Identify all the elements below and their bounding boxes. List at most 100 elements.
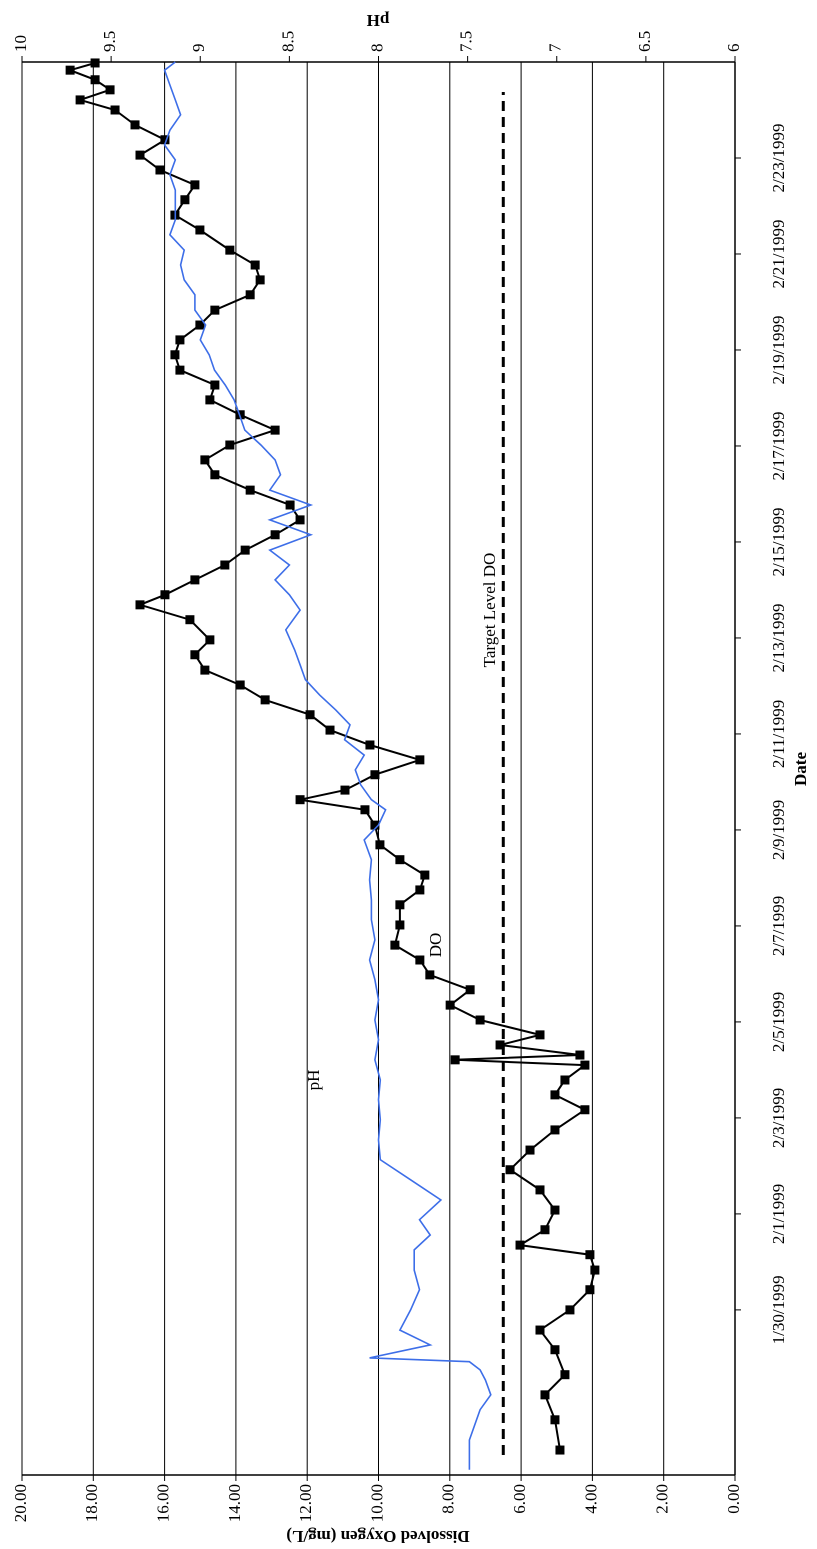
rotated-chart: pH DO Dissolved Oxygen (mg/L) pH Date 0.…	[11, 11, 810, 1546]
marker	[305, 710, 315, 720]
marker	[395, 920, 405, 930]
marker	[210, 470, 220, 480]
marker	[525, 1145, 535, 1155]
marker	[560, 1370, 570, 1380]
marker	[540, 1225, 550, 1235]
marker	[65, 65, 75, 75]
marker	[155, 165, 165, 175]
marker	[395, 900, 405, 910]
marker	[110, 105, 120, 115]
marker	[575, 1050, 585, 1060]
marker	[295, 515, 305, 525]
marker	[205, 395, 215, 405]
y-tick-label: 16.00	[154, 1484, 173, 1522]
y-tick-label: 18.00	[82, 1484, 101, 1522]
y-tick-label: 2.00	[653, 1484, 672, 1514]
marker	[540, 1390, 550, 1400]
x-tick-label: 2/3/1999	[769, 1088, 788, 1148]
marker	[245, 485, 255, 495]
y-tick-label: 4.00	[581, 1484, 600, 1514]
marker	[565, 1305, 575, 1315]
x-tick-label: 2/7/1999	[769, 896, 788, 956]
marker	[135, 600, 145, 610]
marker	[415, 955, 425, 965]
y2-tick-label: 6	[724, 44, 743, 53]
x-tick-label: 2/5/1999	[769, 992, 788, 1052]
x-tick-label: 2/21/1999	[769, 220, 788, 289]
x-tick-label: 2/15/1999	[769, 507, 788, 576]
marker	[205, 635, 215, 645]
marker	[90, 75, 100, 85]
annotation: pH	[304, 1070, 323, 1091]
marker	[260, 695, 270, 705]
marker	[535, 1030, 545, 1040]
series-line	[163, 61, 492, 1470]
marker	[550, 1415, 560, 1425]
marker	[175, 335, 185, 345]
marker	[190, 180, 200, 190]
marker	[535, 1325, 545, 1335]
marker	[195, 320, 205, 330]
marker	[550, 1090, 560, 1100]
marker	[585, 1285, 595, 1295]
y2-tick-label: 9.5	[100, 31, 119, 52]
marker	[365, 740, 375, 750]
x-tick-label: 2/13/1999	[769, 603, 788, 672]
marker	[210, 305, 220, 315]
marker	[450, 1055, 460, 1065]
marker	[415, 755, 425, 765]
marker	[170, 350, 180, 360]
y-tick-label: 8.00	[439, 1484, 458, 1514]
marker	[495, 1040, 505, 1050]
marker	[175, 365, 185, 375]
marker	[105, 85, 115, 95]
y-tick-label: 0.00	[724, 1484, 743, 1514]
marker	[325, 725, 335, 735]
marker	[185, 615, 195, 625]
marker	[225, 245, 235, 255]
y-axis-title: Dissolved Oxygen (mg/L)	[286, 1527, 469, 1546]
marker	[285, 500, 295, 510]
marker	[465, 985, 475, 995]
marker	[550, 1345, 560, 1355]
y-tick-label: 14.00	[225, 1484, 244, 1522]
x-tick-label: 2/1/1999	[769, 1184, 788, 1244]
marker	[200, 665, 210, 675]
y-tick-label: 12.00	[296, 1484, 315, 1522]
marker	[130, 120, 140, 130]
marker	[255, 275, 265, 285]
marker	[270, 530, 280, 540]
y-tick-label: 20.00	[11, 1484, 30, 1522]
y2-axis-title: pH	[367, 11, 390, 30]
marker	[190, 650, 200, 660]
marker	[270, 425, 280, 435]
marker	[550, 1205, 560, 1215]
y2-tick-label: 6.5	[635, 31, 654, 52]
marker	[550, 1125, 560, 1135]
marker	[295, 795, 305, 805]
target-label: Target Level DO	[480, 553, 499, 668]
y2-tick-label: 7.5	[457, 31, 476, 52]
marker	[515, 1240, 525, 1250]
marker	[370, 770, 380, 780]
y-tick-label: 6.00	[510, 1484, 529, 1514]
marker	[580, 1105, 590, 1115]
marker	[505, 1165, 515, 1175]
marker	[395, 855, 405, 865]
marker	[360, 805, 370, 815]
marker	[535, 1185, 545, 1195]
marker	[190, 575, 200, 585]
x-tick-label: 1/30/1999	[769, 1275, 788, 1344]
y2-tick-label: 7	[546, 43, 565, 52]
marker	[580, 1060, 590, 1070]
marker	[210, 380, 220, 390]
y2-tick-label: 10	[11, 35, 30, 52]
y2-tick-label: 9	[189, 44, 208, 53]
marker	[375, 840, 385, 850]
x-tick-label: 2/9/1999	[769, 800, 788, 860]
x-tick-label: 2/17/1999	[769, 411, 788, 480]
marker	[195, 225, 205, 235]
y2-tick-label: 8	[367, 44, 386, 53]
